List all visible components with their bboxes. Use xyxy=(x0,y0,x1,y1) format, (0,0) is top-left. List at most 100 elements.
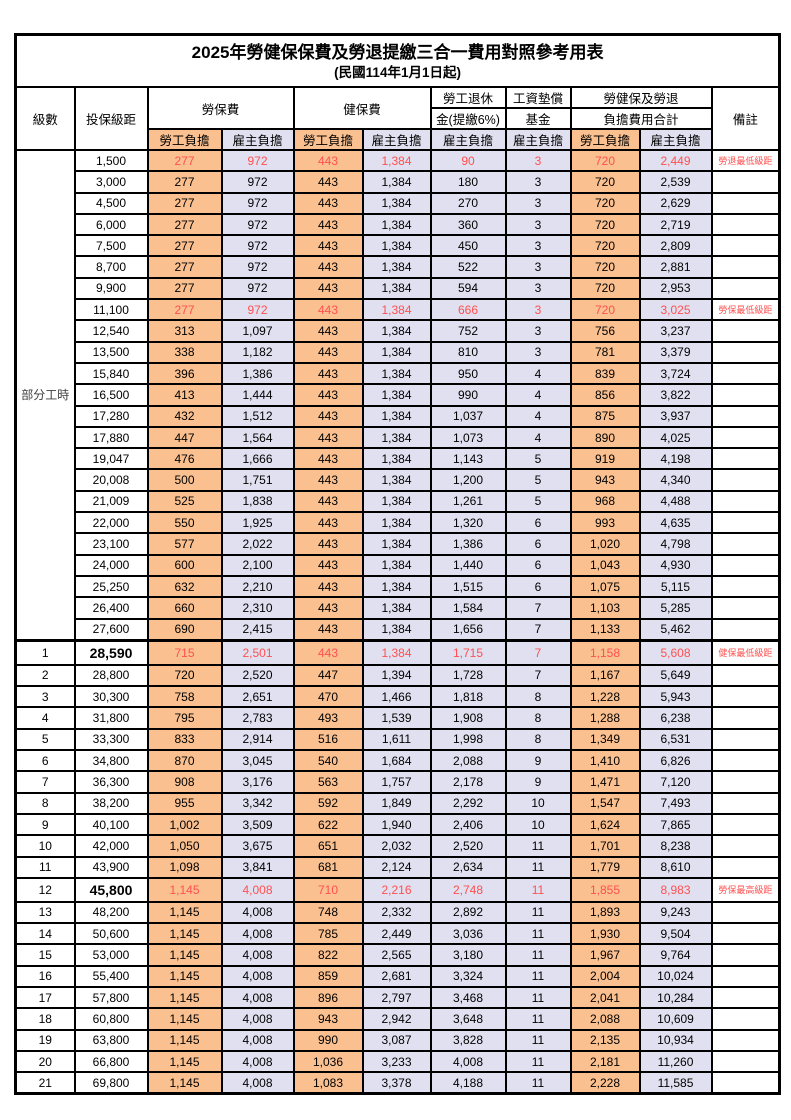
cell-labor-employee: 277 xyxy=(146,191,223,215)
cell-remark xyxy=(710,212,781,237)
cell-wage-fund-employer: 11 xyxy=(504,1049,572,1074)
cell-bracket: 23,100 xyxy=(73,532,149,556)
cell-health-employer: 1,384 xyxy=(361,255,432,279)
cell-remark xyxy=(710,532,781,556)
cell-health-employer: 1,384 xyxy=(361,553,432,577)
cell-health-employee: 748 xyxy=(292,900,364,925)
cell-total-employee: 720 xyxy=(569,212,641,237)
cell-total-employer: 2,881 xyxy=(638,255,713,279)
table-row: 26,400 660 2,310 443 1,384 1,584 7 1,103 5,285 xyxy=(16,596,781,620)
table-row: 19 63,800 1,145 4,008 990 3,087 3,828 11 2,135 10… xyxy=(14,1028,781,1052)
cell-labor-employee: 833 xyxy=(146,727,223,752)
cell-pension-employer: 4,188 xyxy=(429,1071,507,1095)
cell-health-employer: 1,384 xyxy=(361,319,432,343)
cell-bracket: 28,800 xyxy=(73,663,149,688)
cell-labor-employer: 2,100 xyxy=(220,553,295,577)
cell-wage-fund-employer: 8 xyxy=(504,685,572,709)
cell-health-employee: 651 xyxy=(292,834,364,858)
cell-level: 11 xyxy=(14,855,76,879)
cell-labor-employer: 972 xyxy=(220,255,295,279)
cell-wage-fund-employer: 11 xyxy=(504,964,572,988)
cell-bracket: 4,500 xyxy=(73,191,149,215)
cell-remark xyxy=(710,1028,781,1052)
cell-health-employee: 443 xyxy=(292,170,364,194)
table-row: 12 45,800 1,145 4,008 710 2,216 2,748 11 1,855 8,… xyxy=(14,876,781,903)
cell-health-employer: 1,384 xyxy=(361,170,432,194)
cell-wage-fund-employer: 11 xyxy=(504,834,572,858)
cell-labor-employee: 338 xyxy=(146,340,223,364)
cell-health-employee: 443 xyxy=(292,361,364,386)
cell-labor-employer: 4,008 xyxy=(220,1049,295,1074)
cell-total-employee: 720 xyxy=(569,170,641,194)
table-row: 4,500 277 972 443 1,384 270 3 720 2,629 xyxy=(16,191,781,215)
cell-labor-employee: 600 xyxy=(146,553,223,577)
cell-remark xyxy=(710,553,781,577)
cell-wage-fund-employer: 4 xyxy=(504,383,572,407)
table-row: 17,280 432 1,512 443 1,384 1,037 4 875 3,937 xyxy=(16,404,781,428)
cell-pension-employer: 1,728 xyxy=(429,663,507,688)
cell-remark xyxy=(710,749,781,773)
cell-pension-employer: 990 xyxy=(429,383,507,407)
cell-remark xyxy=(710,1049,781,1074)
cell-level: 7 xyxy=(14,770,76,794)
cell-level: 6 xyxy=(14,749,76,773)
table-row: 5 33,300 833 2,914 516 1,611 1,998 8 1,349 6,531 xyxy=(14,727,781,752)
cell-pension-employer: 3,324 xyxy=(429,964,507,988)
cell-health-employer: 2,449 xyxy=(361,922,432,946)
cell-total-employee: 2,181 xyxy=(569,1049,641,1074)
subheader-pension-employer: 雇主負擔 xyxy=(429,128,507,151)
cell-wage-fund-employer: 11 xyxy=(504,985,572,1010)
cell-remark xyxy=(710,727,781,752)
cell-pension-employer: 1,515 xyxy=(429,574,507,599)
cell-wage-fund-employer: 11 xyxy=(504,1071,572,1095)
cell-wage-fund-employer: 3 xyxy=(504,148,572,173)
header-row-1: 級數 投保級距 勞保費 健保費 勞工退休 工資墊償 勞健保及勞退 備註 xyxy=(14,86,781,151)
cell-pension-employer: 2,088 xyxy=(429,749,507,773)
cell-bracket: 13,500 xyxy=(73,340,149,364)
cell-health-employer: 1,940 xyxy=(361,812,432,837)
cell-labor-employee: 870 xyxy=(146,749,223,773)
cell-level: 14 xyxy=(14,922,76,946)
cell-remark xyxy=(710,425,781,450)
cell-health-employee: 681 xyxy=(292,855,364,879)
cell-remark xyxy=(710,234,781,258)
cell-pension-employer: 1,386 xyxy=(429,532,507,556)
cell-remark xyxy=(710,922,781,946)
cell-total-employee: 1,893 xyxy=(569,900,641,925)
cell-health-employer: 2,565 xyxy=(361,943,432,967)
table-row: 部分工時 1,500 277 972 443 1,384 90 3 720 2,449 勞退最低級距 xyxy=(14,148,781,642)
cell-bracket: 16,500 xyxy=(73,383,149,407)
table-row: 19,047 476 1,666 443 1,384 1,143 5 919 4,198 xyxy=(16,447,781,471)
cell-health-employer: 2,681 xyxy=(361,964,432,988)
cell-health-employee: 563 xyxy=(292,770,364,794)
page-subtitle: (民國114年1月1日起) xyxy=(334,65,461,81)
cell-remark xyxy=(710,900,781,925)
subheader-labor-employee: 勞工負擔 xyxy=(146,128,223,151)
cell-labor-employee: 277 xyxy=(146,255,223,279)
cell-health-employer: 1,384 xyxy=(361,234,432,258)
cell-remark xyxy=(710,340,781,364)
table-row: 15 53,000 1,145 4,008 822 2,565 3,180 11 1,967 9,… xyxy=(14,943,781,967)
cell-bracket: 53,000 xyxy=(73,943,149,967)
cell-total-employer: 4,798 xyxy=(638,532,713,556)
cell-wage-fund-employer: 11 xyxy=(504,943,572,967)
cell-total-employer: 2,953 xyxy=(638,276,713,301)
cell-labor-employer: 972 xyxy=(220,298,295,322)
cell-wage-fund-employer: 7 xyxy=(504,663,572,688)
col-header-remark: 備註 xyxy=(710,86,781,151)
cell-labor-employer: 1,386 xyxy=(220,361,295,386)
table-row: 13 48,200 1,145 4,008 748 2,332 2,892 11 1,893 9,… xyxy=(14,900,781,925)
cell-total-employer: 4,340 xyxy=(638,468,713,492)
table-row: 24,000 600 2,100 443 1,384 1,440 6 1,043 4,930 xyxy=(16,553,781,577)
cell-bracket: 48,200 xyxy=(73,900,149,925)
header-row-3: 勞工負擔 雇主負擔 勞工負擔 雇主負擔 雇主負擔 雇主負擔 勞工負擔 雇主負擔 xyxy=(16,128,780,151)
cell-wage-fund-employer: 3 xyxy=(504,319,572,343)
cell-remark xyxy=(710,596,781,620)
cell-pension-employer: 3,828 xyxy=(429,1028,507,1052)
cell-labor-employee: 277 xyxy=(146,170,223,194)
cell-labor-employer: 1,925 xyxy=(220,511,295,535)
cell-labor-employee: 1,145 xyxy=(146,900,223,925)
cell-labor-employer: 2,310 xyxy=(220,596,295,620)
cell-remark xyxy=(710,985,781,1010)
cell-bracket: 9,900 xyxy=(73,276,149,301)
